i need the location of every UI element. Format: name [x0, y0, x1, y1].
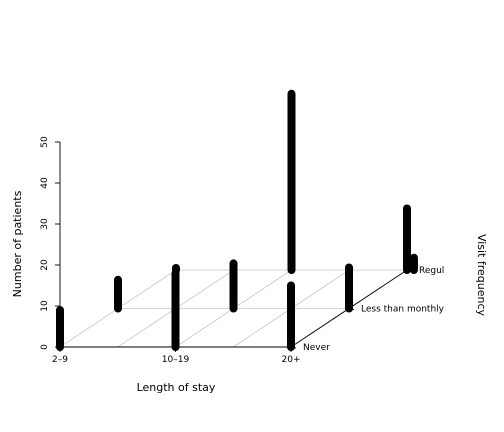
y-tick-label: Never — [303, 343, 330, 353]
z-tick-label: 10 — [40, 300, 50, 312]
y-tick-label: Less than monthly — [361, 305, 445, 315]
z-tick-label: 0 — [40, 344, 50, 350]
z-tick-label: 50 — [40, 136, 50, 148]
x-tick-label: 2–9 — [52, 355, 68, 365]
z-axis-title: Number of patients — [11, 190, 24, 297]
z-tick-label: 40 — [40, 177, 50, 189]
labels-layer: 2–9 10–19 20+ 0 10 20 30 40 50 Never Less than mon… — [40, 136, 445, 365]
z-tick-label: 20 — [40, 259, 50, 271]
axes-layer — [55, 141, 413, 352]
x-tick-label: 10–19 — [162, 355, 190, 365]
x-axis-title: Length of stay — [137, 381, 216, 394]
y-axis-title: Visit frequency — [475, 234, 488, 317]
bars-layer — [56, 89, 418, 351]
x-tick-label: 20+ — [282, 355, 301, 365]
z-tick-label: 30 — [40, 218, 50, 230]
y-tick-label: Regul — [419, 266, 444, 276]
